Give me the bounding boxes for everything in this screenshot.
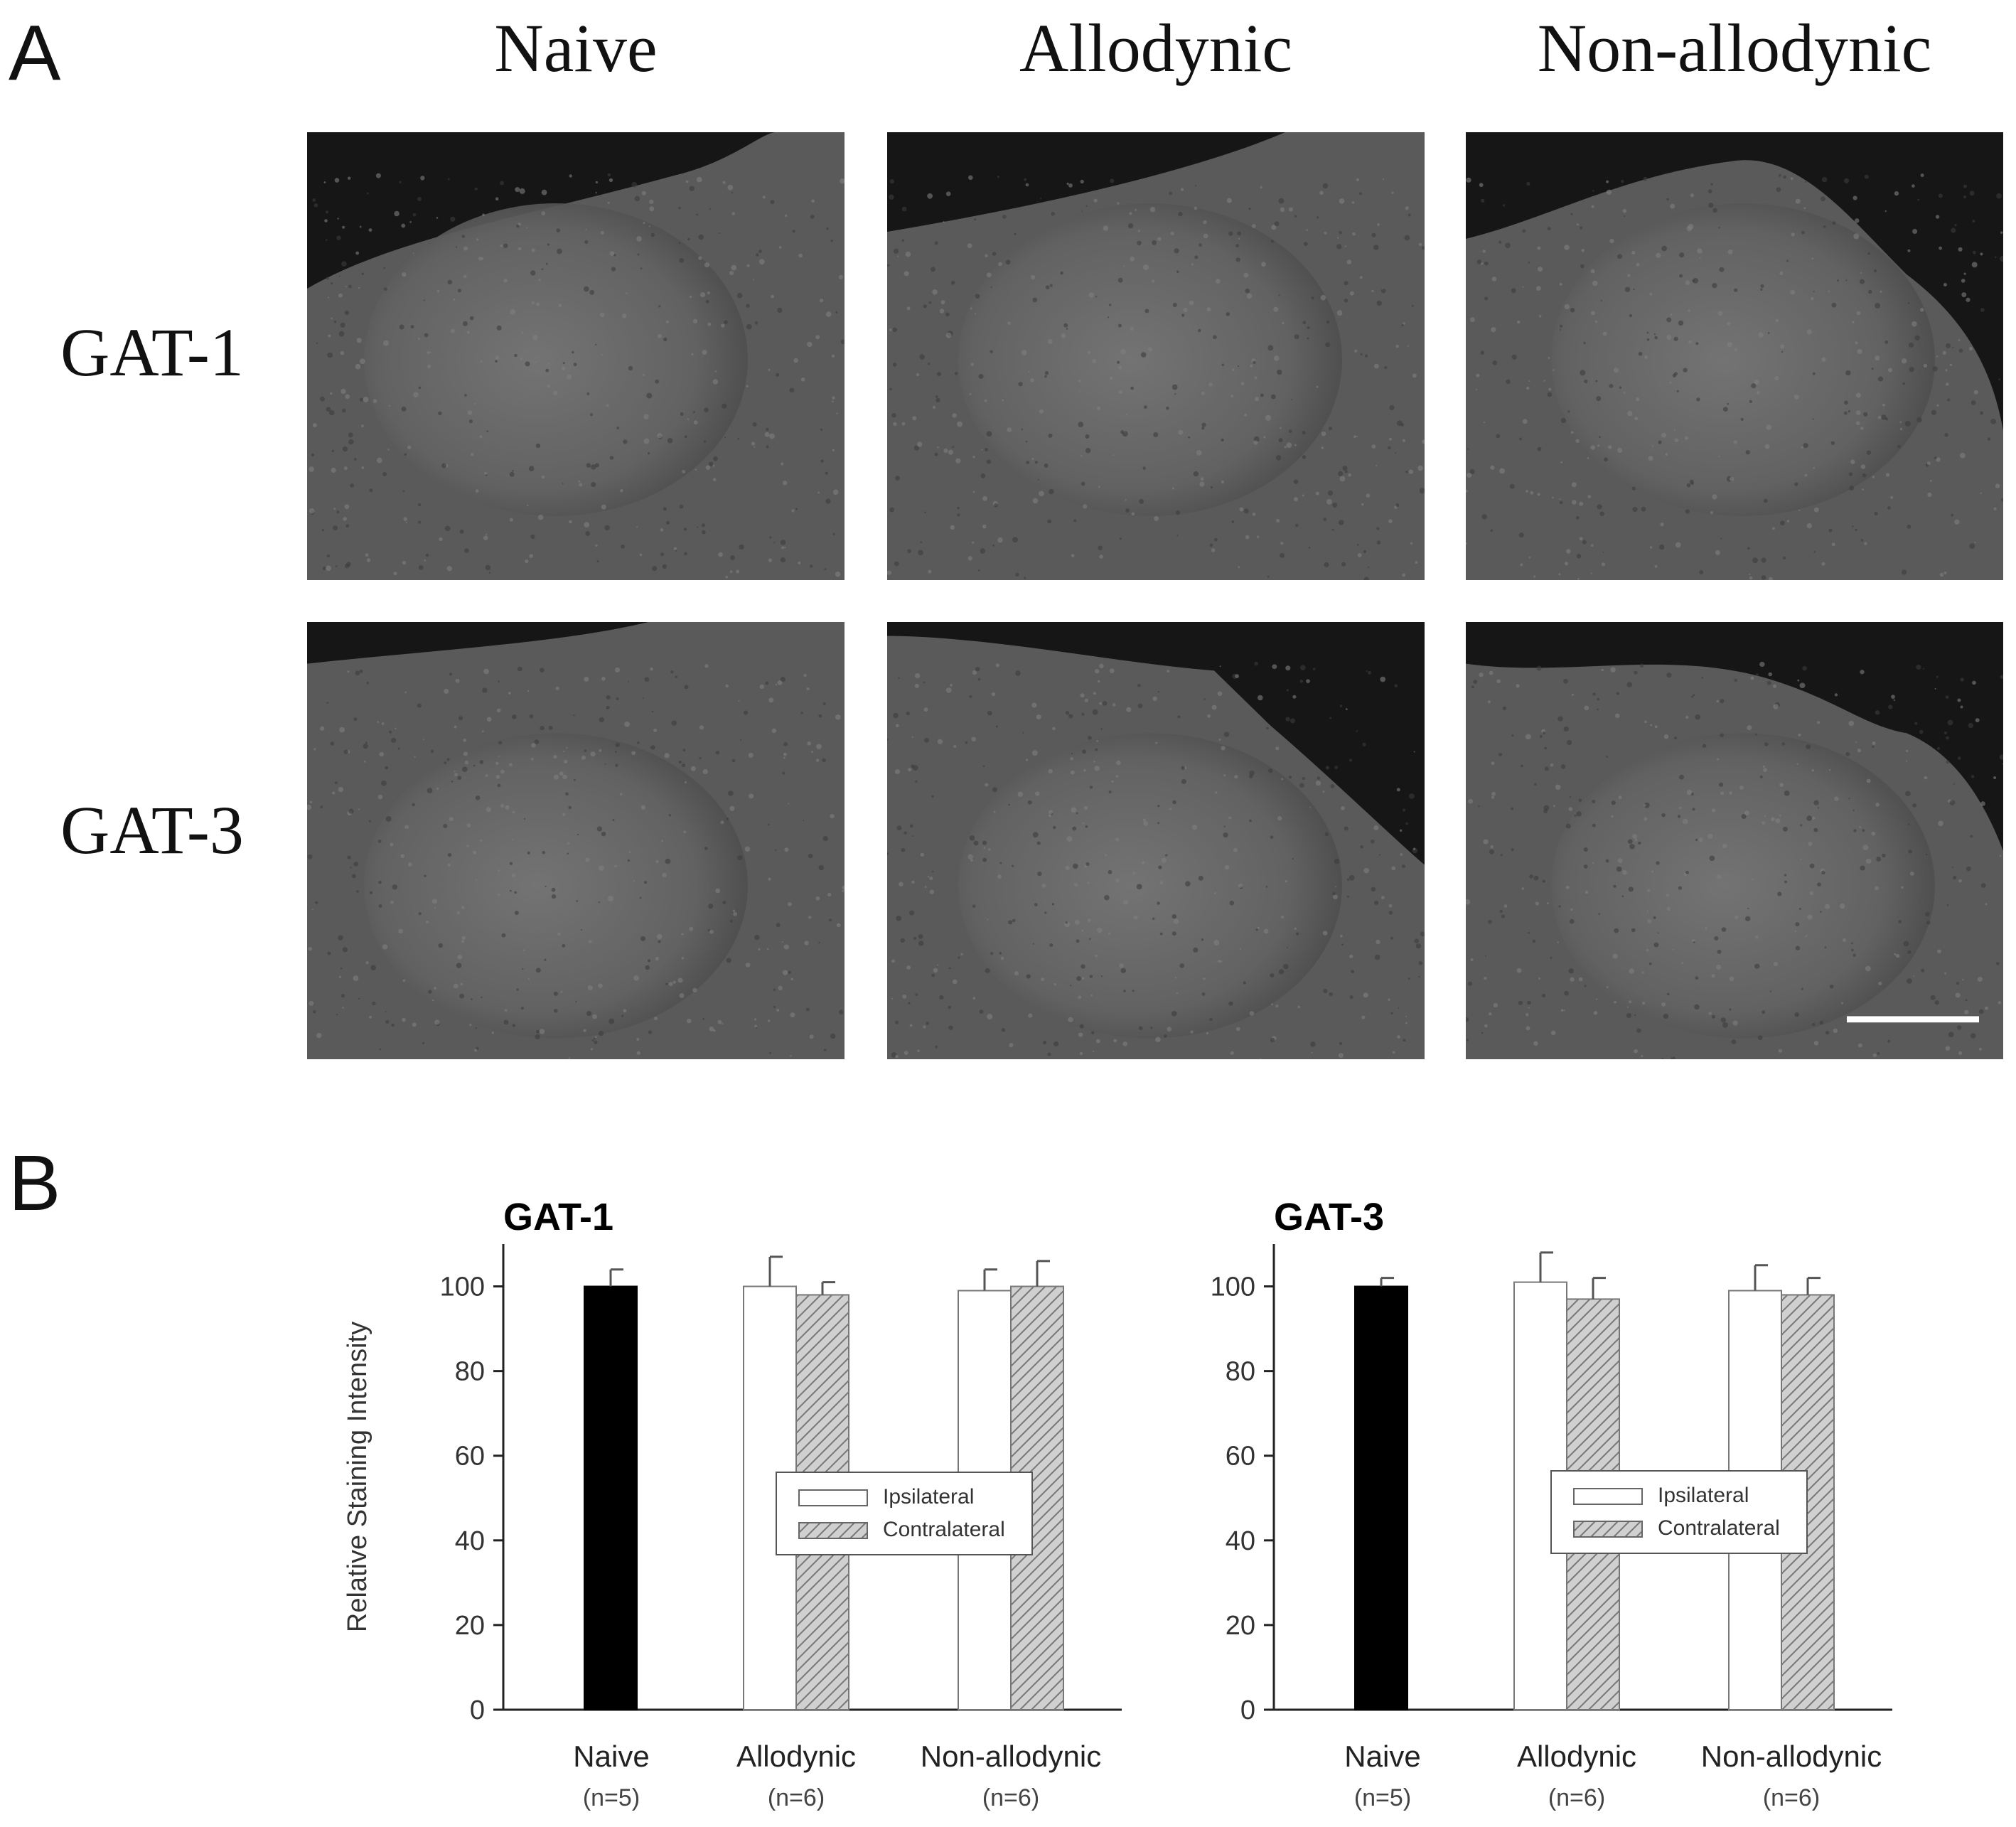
legend-box — [1550, 1470, 1808, 1554]
column-header-naive: Naive — [494, 10, 658, 86]
bar-naive — [1354, 1285, 1408, 1710]
row-header-gat1: GAT-1 — [60, 314, 244, 390]
category-n-label: (n=6) — [1548, 1784, 1605, 1811]
legend-box — [776, 1472, 1033, 1555]
chart-gat-1: GAT-1 0 20 40 60 80 100 Relative Staining Inten… — [343, 1196, 1122, 1811]
y-tick-label: 40 — [1226, 1526, 1255, 1556]
y-tick-label: 80 — [455, 1357, 485, 1387]
panel-b-label: B — [9, 1140, 61, 1227]
category-label: Non-allodynic — [1701, 1740, 1882, 1773]
legend-swatch-ipsilateral — [798, 1489, 868, 1506]
y-tick-label: 0 — [470, 1695, 485, 1725]
micrograph-gat1-allodynic — [887, 132, 1425, 580]
legend-swatch-contralateral — [798, 1522, 868, 1539]
micrograph-gat1-non-allodynic — [1466, 132, 2003, 580]
micrograph-gat3-allodynic — [887, 622, 1425, 1059]
y-tick-label: 80 — [1226, 1357, 1255, 1387]
y-tick-label: 40 — [455, 1526, 485, 1556]
bar-naive — [584, 1285, 638, 1710]
y-tick-label: 0 — [1240, 1695, 1255, 1725]
y-tick-label: 100 — [1211, 1273, 1255, 1302]
y-tick-label: 100 — [440, 1273, 485, 1302]
row-header-gat3: GAT-3 — [60, 792, 244, 868]
category-n-label: (n=6) — [1763, 1784, 1820, 1811]
category-n-label: (n=6) — [768, 1784, 825, 1811]
category-label: Allodynic — [736, 1740, 856, 1773]
chart-title: GAT-1 — [503, 1196, 613, 1238]
legend: Ipsilateral Contralateral — [1550, 1470, 1808, 1554]
chart-title: GAT-3 — [1274, 1196, 1384, 1238]
legend-label: Contralateral — [1658, 1516, 1780, 1540]
category-label: Allodynic — [1517, 1740, 1636, 1773]
legend-label: Ipsilateral — [1658, 1484, 1749, 1507]
category-n-label: (n=5) — [1354, 1784, 1411, 1811]
chart-gat-3: GAT-3 0 20 40 60 80 100 Naive (n=5) Allodynic (n=6… — [1211, 1196, 1892, 1811]
micrograph-gat1-naive — [307, 132, 845, 580]
micrograph-gat3-naive — [307, 622, 845, 1059]
category-label: Non-allodynic — [921, 1740, 1101, 1773]
column-header-non-allodynic: Non-allodynic — [1537, 10, 1932, 86]
y-tick-label: 20 — [1226, 1611, 1255, 1641]
legend-label: Contralateral — [883, 1518, 1005, 1541]
legend-label: Ipsilateral — [883, 1485, 974, 1509]
category-n-label: (n=5) — [583, 1784, 640, 1811]
category-label: Naive — [573, 1740, 649, 1773]
column-header-allodynic: Allodynic — [1019, 10, 1292, 86]
y-tick-label: 20 — [455, 1611, 485, 1641]
panel-a-label: A — [9, 9, 61, 97]
category-n-label: (n=6) — [982, 1784, 1039, 1811]
legend-swatch-ipsilateral — [1573, 1488, 1643, 1505]
legend: Ipsilateral Contralateral — [776, 1472, 1033, 1555]
legend-swatch-contralateral — [1573, 1521, 1643, 1538]
y-axis-label: Relative Staining Intensity — [343, 1322, 372, 1632]
micrograph-gat3-non-allodynic — [1466, 622, 2003, 1059]
category-label: Naive — [1344, 1740, 1420, 1773]
scale-bar — [1847, 1016, 1979, 1023]
y-tick-label: 60 — [1226, 1442, 1255, 1472]
y-tick-label: 60 — [455, 1442, 485, 1472]
